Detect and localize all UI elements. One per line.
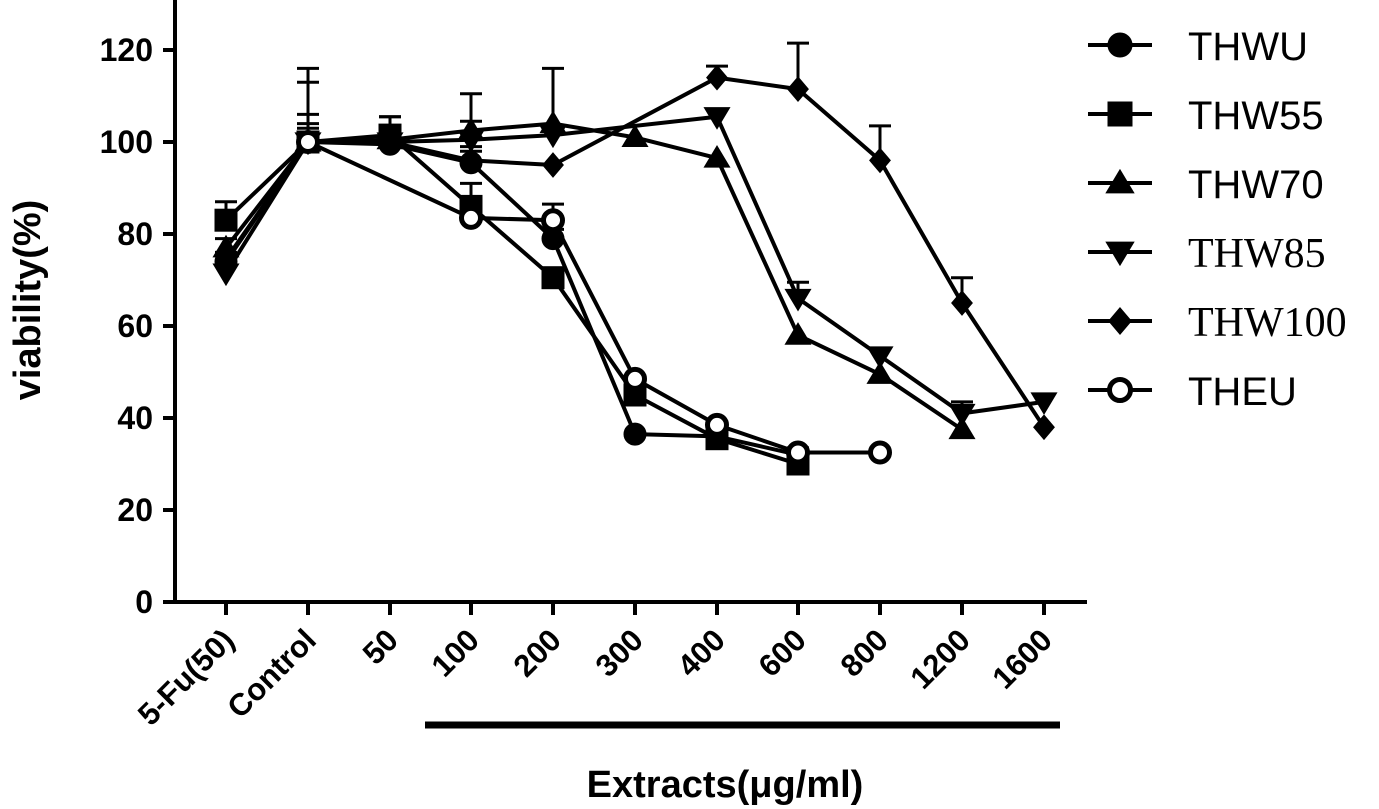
point-theu [541,208,565,233]
legend-label-theu: THEU [1188,370,1297,414]
legend-item-thwu: THWU [1088,25,1308,69]
x-tick-label: 600 [752,622,813,683]
x-tick-label: 1600 [985,622,1059,696]
legend-marker-thw85 [1105,241,1135,267]
x-axis-label: Extracts(μg/ml) [587,764,864,806]
point-theu [459,205,483,230]
chart-axes: 0 20 40 60 80 100 120 5-Fu(50)Control 50 100 200 30… [100,0,1087,732]
legend-marker-theu [1107,377,1133,403]
point-thw100 [951,290,973,316]
series-line-thw70 [224,121,964,432]
legend-item-thw100: THW100 [1088,300,1347,346]
series-thw70 [212,66,976,440]
legend: THWU THW55 THW70 THW85 THW100 THEU [1088,25,1347,414]
point-thw100 [215,246,237,273]
legend-label-thwu: THWU [1188,25,1308,69]
legend-item-thw70: THW70 [1088,163,1324,207]
point-thw55 [541,266,565,290]
point-theu [705,412,729,437]
point-thw85 [703,107,731,130]
legend-item-thw85: THW85 [1088,231,1326,277]
y-tick-label: 120 [100,32,153,68]
point-thw70 [621,124,649,147]
point-theu [296,130,320,154]
plot-area [212,41,1058,476]
legend-marker-thwu [1107,32,1133,58]
y-tick-label: 80 [117,216,153,252]
point-thw85 [539,125,567,149]
legend-label-thw85: THW85 [1188,231,1326,277]
legend-label-thw70: THW70 [1188,163,1324,207]
x-tick-label: 5-Fu(50) [131,622,241,732]
legend-item-thw55: THW55 [1088,94,1324,138]
point-thw85 [784,288,812,312]
point-thw85 [948,403,976,427]
x-tick-label: 800 [834,622,895,683]
point-thw70 [866,361,894,384]
y-tick-label: 100 [100,124,153,160]
series-line-thw100 [224,75,1046,429]
y-axis-label: viability(%) [7,200,49,401]
y-tick-label: 20 [117,492,153,528]
point-thw100 [869,147,891,174]
legend-item-theu: THEU [1088,370,1297,414]
point-thw70 [703,145,731,168]
x-tick-label: 200 [507,622,568,683]
point-thw100 [1033,414,1055,441]
point-thw100 [460,147,482,174]
x-tick-label: 300 [589,622,650,683]
legend-label-thw100: THW100 [1188,300,1347,346]
x-tick-label: 1200 [903,622,977,696]
point-thw55 [214,208,238,232]
series-line-thwu [224,140,799,457]
legend-marker-thw70 [1105,168,1135,194]
x-tick-label: Control [220,622,323,725]
point-thw100 [379,129,401,155]
point-thw85 [866,346,894,369]
series-theu [296,130,892,465]
point-thw85 [457,130,485,153]
point-theu [623,366,647,391]
y-tick-label: 40 [117,400,153,436]
legend-marker-thw55 [1107,101,1133,127]
x-tick-label: 400 [671,622,732,683]
point-theu [786,440,810,465]
point-thwu [623,422,647,446]
legend-marker-thw100 [1108,307,1132,335]
y-tick-label: 0 [135,584,153,620]
point-thw85 [1030,392,1058,415]
legend-label-thw55: THW55 [1188,94,1324,138]
point-thw70 [784,322,812,345]
point-thw100 [787,76,809,102]
x-tick-label: 50 [356,622,405,671]
y-tick-label: 60 [117,308,153,344]
point-thw70 [948,416,976,440]
point-theu [868,440,892,465]
point-thw100 [706,64,728,91]
point-thw100 [542,152,564,178]
x-tick-label: 100 [425,622,486,683]
